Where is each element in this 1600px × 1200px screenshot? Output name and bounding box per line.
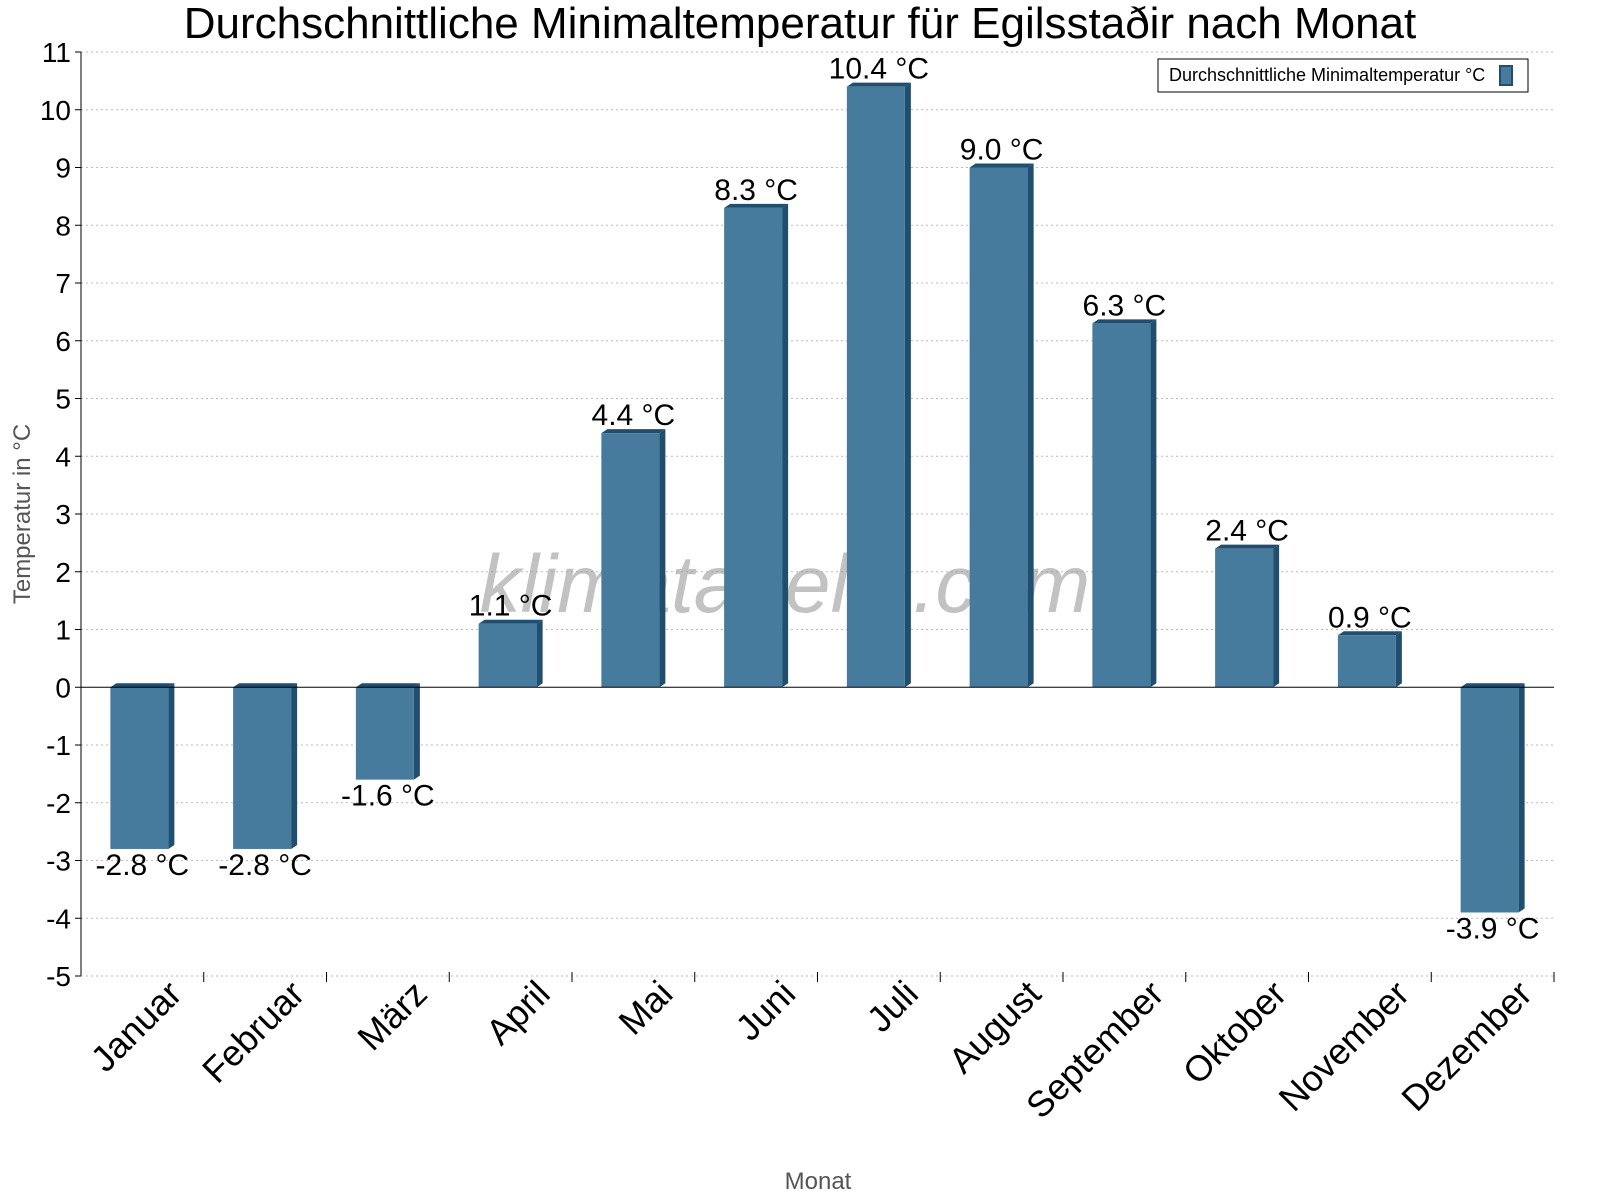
y-tick-label: 10 xyxy=(40,95,71,126)
data-label: 6.3 °C xyxy=(1083,289,1167,322)
bar-side xyxy=(536,619,543,688)
legend-swatch xyxy=(1499,65,1513,86)
bar-side xyxy=(904,82,911,688)
x-tick-label: April xyxy=(478,973,558,1053)
data-label: -3.9 °C xyxy=(1446,912,1540,945)
y-tick-label: 9 xyxy=(55,153,71,184)
bar-top xyxy=(724,203,789,208)
bar-side xyxy=(168,683,175,849)
y-tick-label: -1 xyxy=(46,730,71,761)
bars xyxy=(110,82,1525,913)
x-tick-label: Februar xyxy=(194,973,312,1091)
bar-side xyxy=(413,683,420,780)
legend: Durchschnittliche Minimaltemperatur °C xyxy=(1157,58,1529,93)
bar-side xyxy=(1027,163,1034,688)
bar-side xyxy=(1518,683,1525,913)
data-label: -2.8 °C xyxy=(96,849,190,882)
x-tick-label: August xyxy=(940,973,1048,1081)
y-tick-label: 8 xyxy=(55,210,71,241)
bar-top xyxy=(1092,319,1157,324)
y-tick-label: -3 xyxy=(46,846,71,877)
y-tick-label: 11 xyxy=(42,37,71,68)
bar xyxy=(724,207,783,688)
y-tick-label: -5 xyxy=(46,961,71,992)
bar-top xyxy=(355,683,420,688)
bar xyxy=(110,687,169,849)
legend-label: Durchschnittliche Minimaltemperatur °C xyxy=(1169,65,1485,85)
y-tick-label: -2 xyxy=(46,788,71,819)
bar-top xyxy=(969,163,1034,168)
bar-top xyxy=(478,619,543,624)
bar xyxy=(969,167,1028,688)
x-tick-label: Mai xyxy=(610,973,680,1043)
x-axis-label: Monat xyxy=(785,1168,852,1195)
y-tick-label: 7 xyxy=(55,268,71,299)
x-tick-label: Dezember xyxy=(1393,973,1539,1119)
bar-side xyxy=(1395,631,1402,688)
bar xyxy=(1460,687,1519,913)
legend-box xyxy=(1157,58,1529,93)
bar xyxy=(601,433,660,688)
chart-title: Durchschnittliche Minimaltemperatur für … xyxy=(184,0,1417,48)
data-label: 1.1 °C xyxy=(469,590,553,623)
bar-top xyxy=(1215,544,1280,549)
data-label: 10.4 °C xyxy=(829,53,929,86)
x-tick-label: Juli xyxy=(859,973,926,1040)
bar-side xyxy=(291,683,298,849)
x-tick-label: Oktober xyxy=(1175,973,1295,1093)
y-tick-label: 4 xyxy=(55,441,71,472)
bar xyxy=(1092,323,1151,688)
y-tick-label: 5 xyxy=(55,384,71,415)
bar xyxy=(233,687,292,849)
data-label: 9.0 °C xyxy=(960,134,1044,167)
bar-top xyxy=(233,683,298,688)
bar-side xyxy=(782,203,789,688)
bar-top xyxy=(846,82,911,87)
data-label: -1.6 °C xyxy=(341,780,435,813)
y-tick-label: 0 xyxy=(55,672,71,703)
value-labels: -2.8 °C -2.8 °C -1.6 °C 1.1 °C 4.4 °C 8.3 °C 1… xyxy=(96,53,1540,946)
bar xyxy=(1337,635,1396,688)
bar-top xyxy=(601,429,666,434)
bar-top xyxy=(1460,683,1525,688)
bar-side xyxy=(1273,544,1280,688)
data-label: 4.4 °C xyxy=(592,399,676,432)
grid xyxy=(81,51,1554,977)
data-label: 0.9 °C xyxy=(1328,601,1412,634)
x-tick-label: November xyxy=(1270,973,1416,1119)
x-tick-label: Juni xyxy=(727,973,803,1049)
x-tick-label: Januar xyxy=(83,973,190,1080)
y-tick-label: 3 xyxy=(55,499,71,530)
x-tick-label: März xyxy=(349,973,435,1059)
y-tick-label: 2 xyxy=(55,557,71,588)
bar xyxy=(478,623,537,688)
bar xyxy=(846,86,905,688)
y-tick-label: 1 xyxy=(55,615,71,646)
data-label: 8.3 °C xyxy=(714,174,798,207)
y-axis-label: Temperatur in °C xyxy=(9,424,36,604)
y-tick-label: 6 xyxy=(55,326,71,357)
bar-side xyxy=(1150,319,1157,688)
data-label: 2.4 °C xyxy=(1205,515,1289,548)
bar-top xyxy=(1337,631,1402,636)
bar xyxy=(1215,548,1274,688)
bar xyxy=(355,687,414,780)
bar-side xyxy=(659,429,666,688)
bar-top xyxy=(110,683,175,688)
y-tick-label: -4 xyxy=(46,903,71,934)
data-label: -2.8 °C xyxy=(218,849,312,882)
